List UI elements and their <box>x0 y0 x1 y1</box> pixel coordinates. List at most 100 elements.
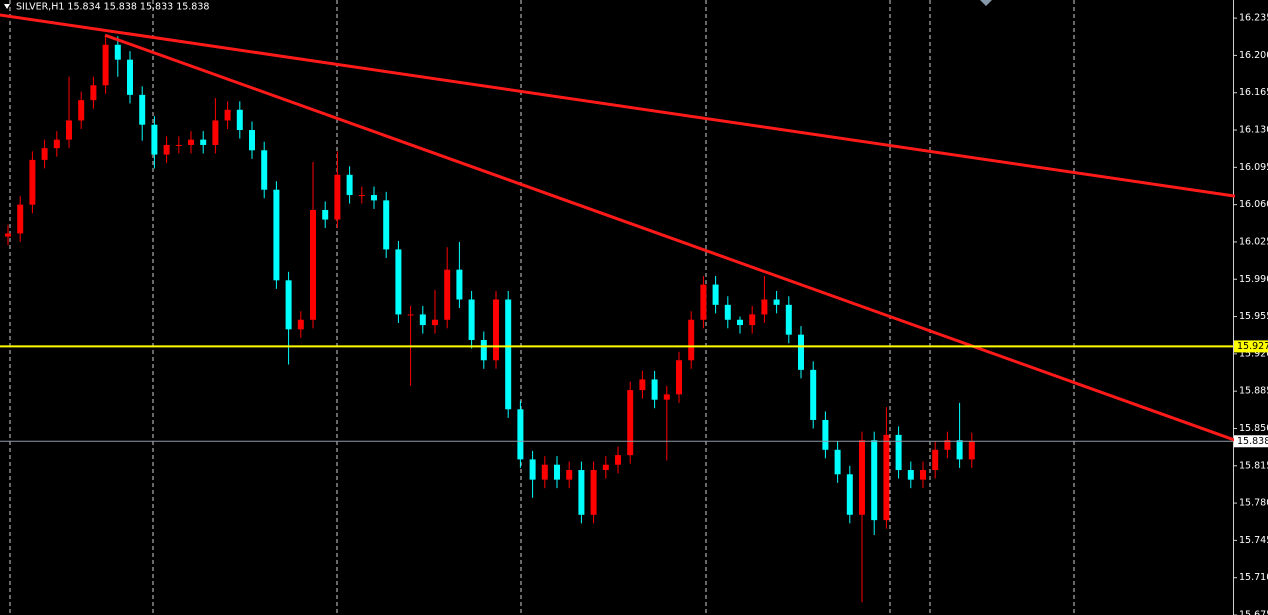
period-separators <box>9 0 1075 615</box>
candle-body <box>615 455 621 465</box>
candle-body <box>541 464 548 480</box>
candle-body <box>688 319 695 361</box>
candle-body <box>773 299 780 305</box>
candle-body <box>114 44 121 60</box>
candle-body <box>468 299 475 341</box>
trendline <box>104 33 1236 442</box>
candle-body <box>602 464 609 471</box>
candle-body <box>785 304 792 335</box>
price-label-box <box>1234 435 1268 448</box>
candle-body <box>871 440 878 521</box>
candle-body <box>200 139 207 145</box>
candle-body <box>41 148 48 160</box>
candle-body <box>395 249 402 315</box>
candle-body <box>590 470 597 515</box>
candle-body <box>334 174 341 220</box>
candle-body <box>798 334 804 370</box>
candle-body <box>90 85 97 101</box>
candle-body <box>29 159 36 205</box>
y-tick-label: 16.060 <box>1239 199 1268 210</box>
candle-body <box>578 470 585 515</box>
y-tick-label: 15.780 <box>1239 498 1268 509</box>
candle-body <box>529 459 536 480</box>
y-tick-label: 15.850 <box>1239 423 1268 434</box>
candle-body <box>822 419 829 450</box>
candle-body <box>261 150 268 190</box>
candle-body <box>444 269 451 320</box>
y-tick-label: 15.990 <box>1239 274 1268 285</box>
candle-body <box>651 379 658 400</box>
candle-body <box>297 319 304 330</box>
candle-body <box>78 100 85 121</box>
candle-body <box>212 120 219 145</box>
candle-body <box>127 59 133 95</box>
trendline <box>0 13 1236 198</box>
candle-body <box>834 449 841 475</box>
y-tick-label: 16.025 <box>1239 236 1268 247</box>
candle-body <box>151 124 158 155</box>
candle-body <box>907 470 914 480</box>
candle-body <box>432 319 438 326</box>
y-tick-label: 15.815 <box>1239 460 1268 471</box>
candle-body <box>932 449 939 471</box>
candle-body <box>968 441 975 460</box>
y-tick-label: 15.885 <box>1239 386 1268 397</box>
candle-body <box>249 130 255 151</box>
candle-body <box>712 284 719 305</box>
candle-body <box>944 440 951 450</box>
candle-body <box>663 394 670 400</box>
candle-body <box>188 139 194 145</box>
candle-body <box>17 204 24 234</box>
y-tick-label: 15.920 <box>1239 348 1268 359</box>
price-label-box <box>1234 340 1268 353</box>
candle-body <box>517 409 524 460</box>
y-tick-label: 16.165 <box>1239 87 1268 98</box>
candle-body <box>310 209 316 320</box>
candle-body <box>956 440 963 460</box>
y-tick-label: 15.710 <box>1239 572 1268 583</box>
chart-title: SILVER,H1 15.834 15.838 15.833 15.838 <box>16 2 209 13</box>
y-tick-label: 16.200 <box>1239 50 1268 61</box>
candle-body <box>480 340 487 361</box>
candle-body <box>358 195 365 197</box>
candle-body <box>859 440 865 515</box>
candle-body <box>846 474 853 515</box>
candle-body <box>554 464 560 480</box>
y-tick-label: 16.235 <box>1239 13 1268 24</box>
candle-body <box>102 44 109 86</box>
candle-body <box>53 139 60 149</box>
candle-body <box>627 390 634 456</box>
shift-marker <box>980 0 992 6</box>
y-tick-label: 15.745 <box>1239 535 1268 546</box>
candle-body <box>163 144 170 155</box>
candle-body <box>346 174 353 196</box>
y-tick-label: 15.955 <box>1239 311 1268 322</box>
price-label: 15.927 <box>1237 341 1268 352</box>
candle-body <box>383 200 390 250</box>
candle-body <box>419 314 426 326</box>
candle-body <box>566 470 573 480</box>
candle-body <box>676 360 682 395</box>
candle-body <box>639 379 646 391</box>
candle-body <box>493 299 499 361</box>
candle-body <box>66 120 72 140</box>
y-tick-label: 15.675 <box>1239 610 1268 615</box>
candle-body <box>895 434 902 471</box>
candle-body <box>883 434 890 521</box>
candle-body <box>700 284 707 320</box>
candle-body <box>5 233 11 237</box>
candle-body <box>139 94 146 125</box>
menu-arrow <box>4 4 10 9</box>
candle-body <box>724 304 731 320</box>
candle-body <box>920 470 926 480</box>
candle-body <box>749 314 756 326</box>
candle-body <box>285 280 292 330</box>
candle-body <box>761 299 768 315</box>
candle-body <box>407 314 414 316</box>
candle-body <box>371 195 377 201</box>
candle-body <box>322 209 329 220</box>
candle-body <box>810 369 817 420</box>
candle-body <box>737 319 743 326</box>
